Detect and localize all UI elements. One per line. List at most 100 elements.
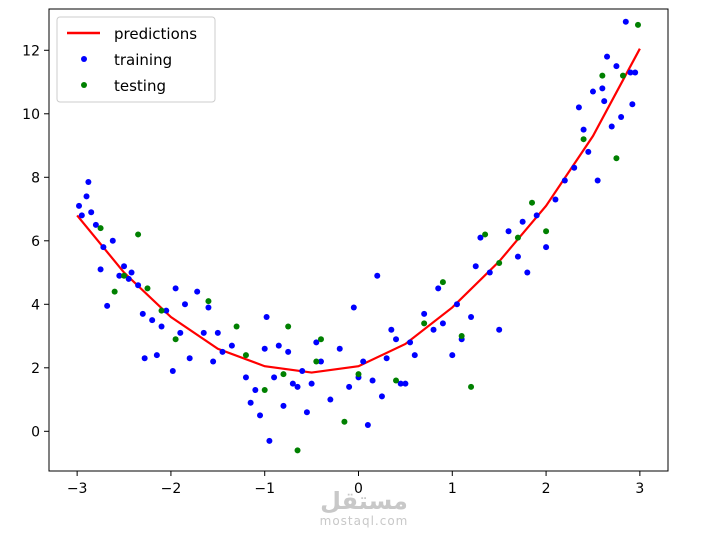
x-tick-label: 0 bbox=[354, 481, 363, 497]
training-point bbox=[533, 212, 540, 219]
testing-point bbox=[613, 155, 620, 162]
watermark-logo: مستقل bbox=[320, 487, 408, 515]
training-point bbox=[327, 396, 334, 403]
training-point bbox=[128, 269, 135, 276]
training-point bbox=[336, 345, 343, 352]
testing-point bbox=[482, 231, 489, 238]
testing-point bbox=[543, 228, 550, 235]
training-point bbox=[280, 402, 287, 409]
testing-point bbox=[393, 377, 400, 384]
legend: predictions training testing bbox=[56, 16, 216, 103]
training-point bbox=[571, 164, 578, 171]
training-point bbox=[383, 355, 390, 362]
training-point bbox=[468, 314, 475, 320]
x-axis-ticks: −3 −2 −1 0 1 2 3 bbox=[67, 471, 644, 497]
testing-point bbox=[294, 447, 301, 454]
training-point bbox=[100, 244, 107, 251]
training-point bbox=[402, 380, 409, 387]
training-point bbox=[261, 345, 268, 352]
x-tick-label: −2 bbox=[161, 481, 182, 497]
training-point bbox=[313, 339, 320, 346]
testing-point bbox=[205, 298, 212, 305]
training-point bbox=[477, 234, 484, 241]
training-point bbox=[125, 275, 132, 282]
training-point bbox=[411, 352, 418, 359]
training-point bbox=[83, 193, 90, 200]
training-point bbox=[622, 18, 629, 25]
y-tick-label: 2 bbox=[31, 361, 40, 377]
y-tick-label: 12 bbox=[22, 43, 40, 59]
y-tick-label: 8 bbox=[31, 170, 40, 186]
testing-point bbox=[514, 234, 521, 241]
training-point bbox=[177, 329, 184, 336]
training-point bbox=[285, 348, 292, 355]
training-point bbox=[78, 212, 85, 219]
training-point bbox=[205, 304, 212, 311]
training-point bbox=[604, 53, 611, 60]
training-point bbox=[350, 304, 357, 311]
testing-point bbox=[634, 21, 641, 28]
training-point bbox=[252, 387, 259, 394]
legend-marker-training bbox=[81, 56, 87, 62]
training-point bbox=[435, 285, 442, 292]
training-point bbox=[524, 269, 531, 276]
training-point bbox=[608, 123, 615, 130]
training-point bbox=[139, 310, 146, 317]
x-tick-label: 3 bbox=[635, 481, 644, 497]
training-point bbox=[486, 269, 493, 276]
training-point bbox=[104, 302, 111, 309]
points-layer bbox=[76, 18, 641, 454]
testing-point bbox=[111, 288, 118, 295]
training-point bbox=[585, 148, 592, 155]
watermark: مستقل mostaql.com bbox=[314, 488, 414, 528]
training-point bbox=[88, 209, 95, 216]
testing-point bbox=[313, 358, 320, 365]
training-point bbox=[271, 374, 278, 381]
training-point bbox=[552, 196, 559, 203]
legend-label-predictions: predictions bbox=[114, 25, 197, 43]
training-point bbox=[388, 326, 395, 333]
training-point bbox=[505, 228, 512, 235]
testing-point bbox=[496, 260, 503, 267]
training-point bbox=[364, 421, 371, 428]
testing-point bbox=[158, 307, 165, 314]
y-tick-label: 6 bbox=[31, 234, 40, 250]
training-point bbox=[397, 380, 404, 387]
legend-label-testing: testing bbox=[114, 77, 166, 95]
training-point bbox=[85, 179, 92, 186]
testing-point bbox=[285, 323, 292, 330]
training-point bbox=[421, 310, 428, 317]
training-point bbox=[594, 177, 601, 184]
training-point bbox=[219, 348, 226, 355]
prediction-line bbox=[76, 48, 641, 374]
y-tick-label: 4 bbox=[31, 297, 40, 313]
testing-point bbox=[135, 231, 142, 238]
training-point bbox=[76, 202, 83, 209]
training-point bbox=[374, 272, 381, 279]
testing-point bbox=[439, 279, 446, 286]
training-point bbox=[153, 352, 160, 359]
prediction-layer bbox=[76, 48, 641, 374]
training-point bbox=[92, 221, 99, 228]
training-point bbox=[378, 393, 385, 400]
training-point bbox=[449, 352, 456, 359]
training-point bbox=[308, 380, 315, 387]
training-point bbox=[580, 126, 587, 133]
testing-point bbox=[121, 272, 128, 279]
legend-label-training: training bbox=[114, 51, 172, 69]
training-point bbox=[186, 355, 193, 362]
testing-point bbox=[261, 387, 268, 394]
training-point bbox=[135, 282, 142, 289]
training-point bbox=[299, 367, 306, 374]
testing-point bbox=[468, 383, 475, 390]
training-point bbox=[632, 69, 639, 76]
training-point bbox=[346, 383, 353, 390]
testing-point bbox=[144, 285, 151, 292]
training-point bbox=[247, 399, 254, 406]
testing-point bbox=[421, 320, 428, 327]
x-tick-label: 2 bbox=[542, 481, 551, 497]
testing-point bbox=[619, 72, 626, 79]
x-tick-label: −3 bbox=[67, 481, 88, 497]
training-point bbox=[263, 314, 270, 320]
